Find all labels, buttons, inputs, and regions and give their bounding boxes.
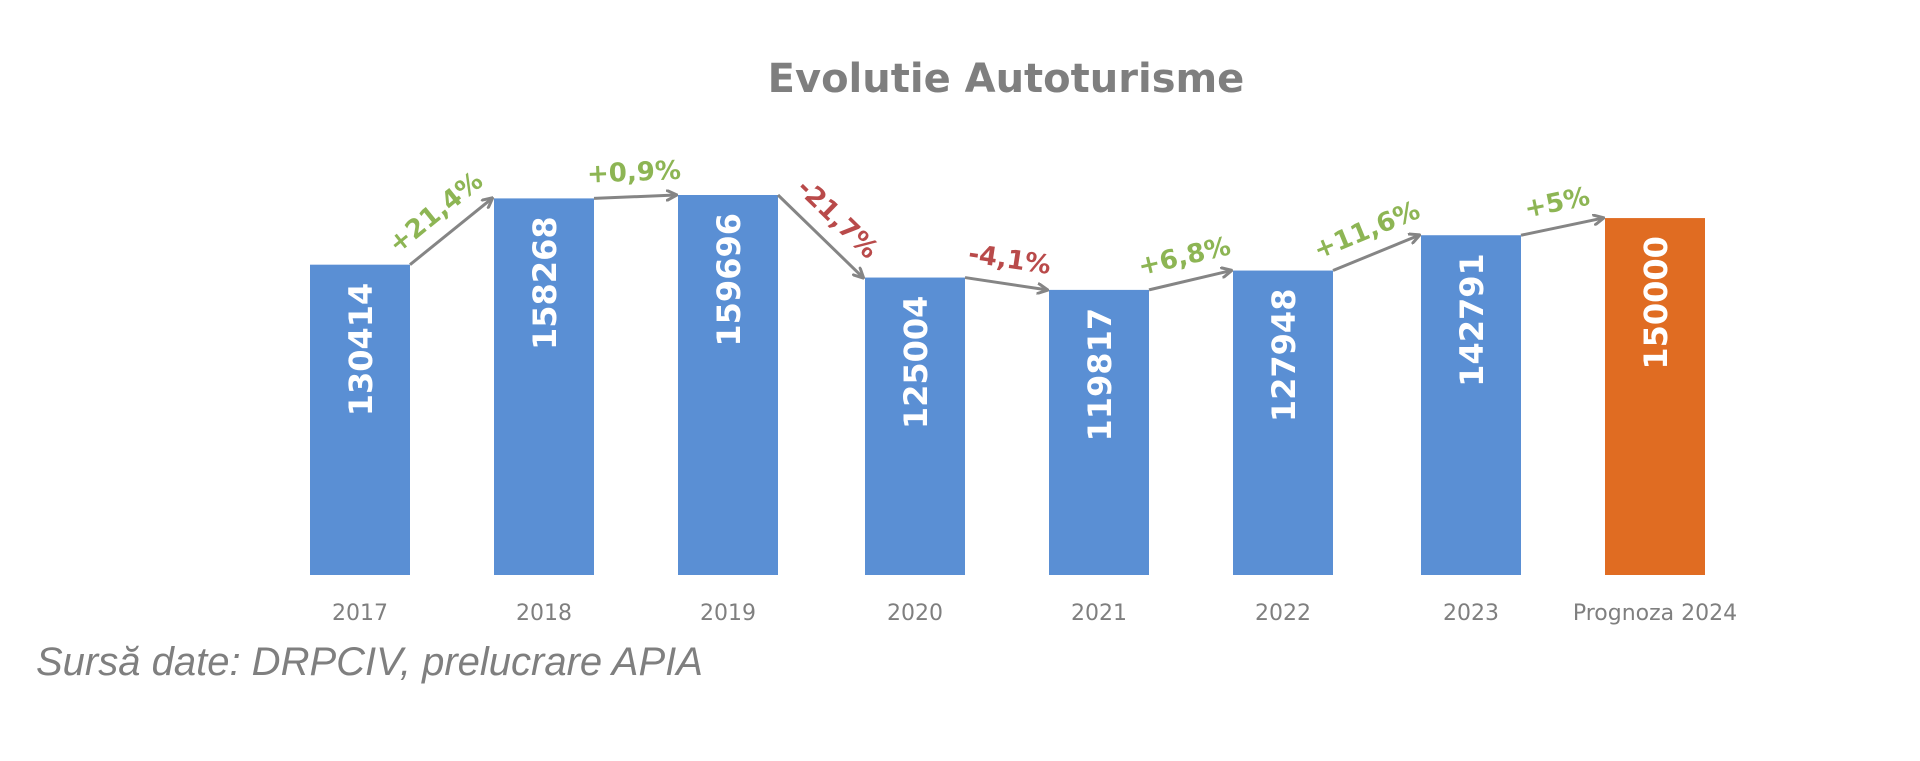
x-tick-label: 2019 xyxy=(700,601,756,626)
bar-2019 xyxy=(678,195,778,575)
bar-2017 xyxy=(310,264,410,575)
bar-2022 xyxy=(1233,270,1333,575)
x-tick-label: 2021 xyxy=(1071,601,1127,626)
change-arrow xyxy=(964,276,1047,290)
bar-2023 xyxy=(1421,235,1521,575)
bar-2018 xyxy=(494,198,594,575)
source-note: Sursă date: DRPCIV, prelucrare APIA xyxy=(36,640,703,684)
change-arrow xyxy=(409,198,492,266)
x-tick-label: 2018 xyxy=(516,601,572,626)
change-arrow xyxy=(1332,235,1419,272)
change-arrow xyxy=(776,193,863,278)
bar-value-label: 150000 xyxy=(1637,236,1675,370)
bar-value-label: 159696 xyxy=(710,213,748,347)
change-arrow xyxy=(1148,271,1231,292)
x-axis-ticks: 2017 2018 2019 2020 2021 2022 2023 Prognoza 202… xyxy=(332,601,1737,626)
bar-value-label: 130414 xyxy=(342,283,380,417)
change-label: +0,9% xyxy=(586,156,681,190)
bar-value-label: 158268 xyxy=(526,216,564,350)
x-tick-label: Prognoza 2024 xyxy=(1573,601,1737,626)
bars-layer: 130414 158268 159696 125004 119817 127948 1427… xyxy=(310,195,1705,575)
bar-prognoza-2024 xyxy=(1605,218,1705,575)
x-tick-label: 2023 xyxy=(1443,601,1499,626)
change-arrow xyxy=(593,195,676,198)
chart-title: Evolutie Autoturisme xyxy=(768,56,1245,102)
bar-value-label: 142791 xyxy=(1453,253,1491,387)
bar-value-label: 127948 xyxy=(1265,289,1303,423)
change-label: +5% xyxy=(1522,182,1593,225)
bar-2020 xyxy=(865,277,965,575)
change-arrow xyxy=(1520,218,1603,237)
x-tick-label: 2017 xyxy=(332,601,388,626)
change-label: -4,1% xyxy=(966,239,1052,281)
bar-2021 xyxy=(1049,289,1149,575)
bar-value-label: 125004 xyxy=(897,296,935,430)
bar-value-label: 119817 xyxy=(1081,308,1119,442)
x-tick-label: 2020 xyxy=(887,601,943,626)
x-tick-label: 2022 xyxy=(1255,601,1311,626)
